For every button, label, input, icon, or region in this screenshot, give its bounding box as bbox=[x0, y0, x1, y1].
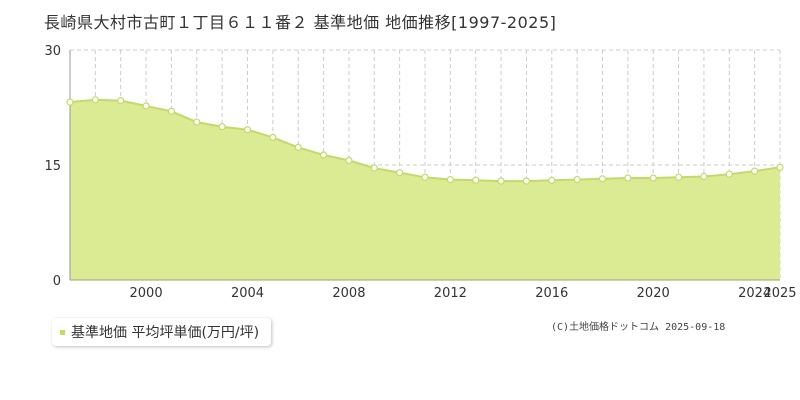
legend[interactable]: 基準地価 平均坪単価(万円/坪) bbox=[52, 318, 272, 346]
data-point bbox=[218, 123, 226, 131]
data-point bbox=[725, 170, 733, 178]
data-point bbox=[497, 177, 505, 185]
legend-label: 基準地価 平均坪単価(万円/坪) bbox=[71, 325, 260, 341]
data-point bbox=[167, 107, 176, 115]
data-point bbox=[573, 175, 581, 184]
data-point bbox=[91, 96, 99, 104]
data-point bbox=[649, 174, 657, 182]
data-point bbox=[700, 172, 708, 181]
x-tick-label: 2020 bbox=[637, 286, 670, 301]
data-point bbox=[193, 118, 201, 126]
data-point bbox=[522, 177, 531, 185]
data-point bbox=[624, 174, 632, 182]
axes bbox=[69, 50, 780, 281]
data-point bbox=[243, 126, 252, 134]
x-tick-label: 2008 bbox=[332, 286, 365, 301]
data-point bbox=[598, 175, 607, 183]
y-tick-label: 15 bbox=[44, 159, 61, 174]
x-tick-label: 2025 bbox=[763, 286, 796, 301]
data-point bbox=[548, 176, 556, 184]
copyright-credit: (C)土地価格ドットコム 2025-09-18 bbox=[551, 322, 726, 333]
x-tick-label: 2004 bbox=[231, 286, 264, 301]
data-point bbox=[472, 176, 480, 184]
data-point bbox=[294, 143, 302, 151]
x-tick-label: 2016 bbox=[535, 286, 568, 301]
data-point bbox=[345, 156, 353, 164]
data-markers bbox=[66, 96, 784, 185]
y-tick-label: 30 bbox=[44, 44, 61, 59]
data-point bbox=[396, 169, 404, 177]
data-point bbox=[370, 164, 378, 172]
x-tick-label: 2024 bbox=[738, 286, 771, 301]
y-tick-label: 0 bbox=[53, 274, 61, 289]
data-point bbox=[66, 98, 74, 106]
data-point bbox=[751, 167, 759, 175]
data-point bbox=[446, 175, 454, 184]
data-point bbox=[269, 133, 277, 141]
legend-swatch bbox=[60, 329, 65, 335]
data-point bbox=[421, 173, 429, 181]
data-point bbox=[142, 102, 150, 110]
x-tick-label: 2000 bbox=[130, 286, 163, 301]
x-tick-label: 2012 bbox=[434, 286, 467, 301]
chart-title: 長崎県大村市古町１丁目６１１番２ 基準地価 地価推移[1997-2025] bbox=[44, 13, 557, 32]
data-point bbox=[117, 96, 125, 105]
series-area bbox=[70, 99, 780, 280]
data-point bbox=[776, 163, 784, 171]
data-point bbox=[674, 173, 683, 181]
data-point bbox=[319, 151, 328, 159]
